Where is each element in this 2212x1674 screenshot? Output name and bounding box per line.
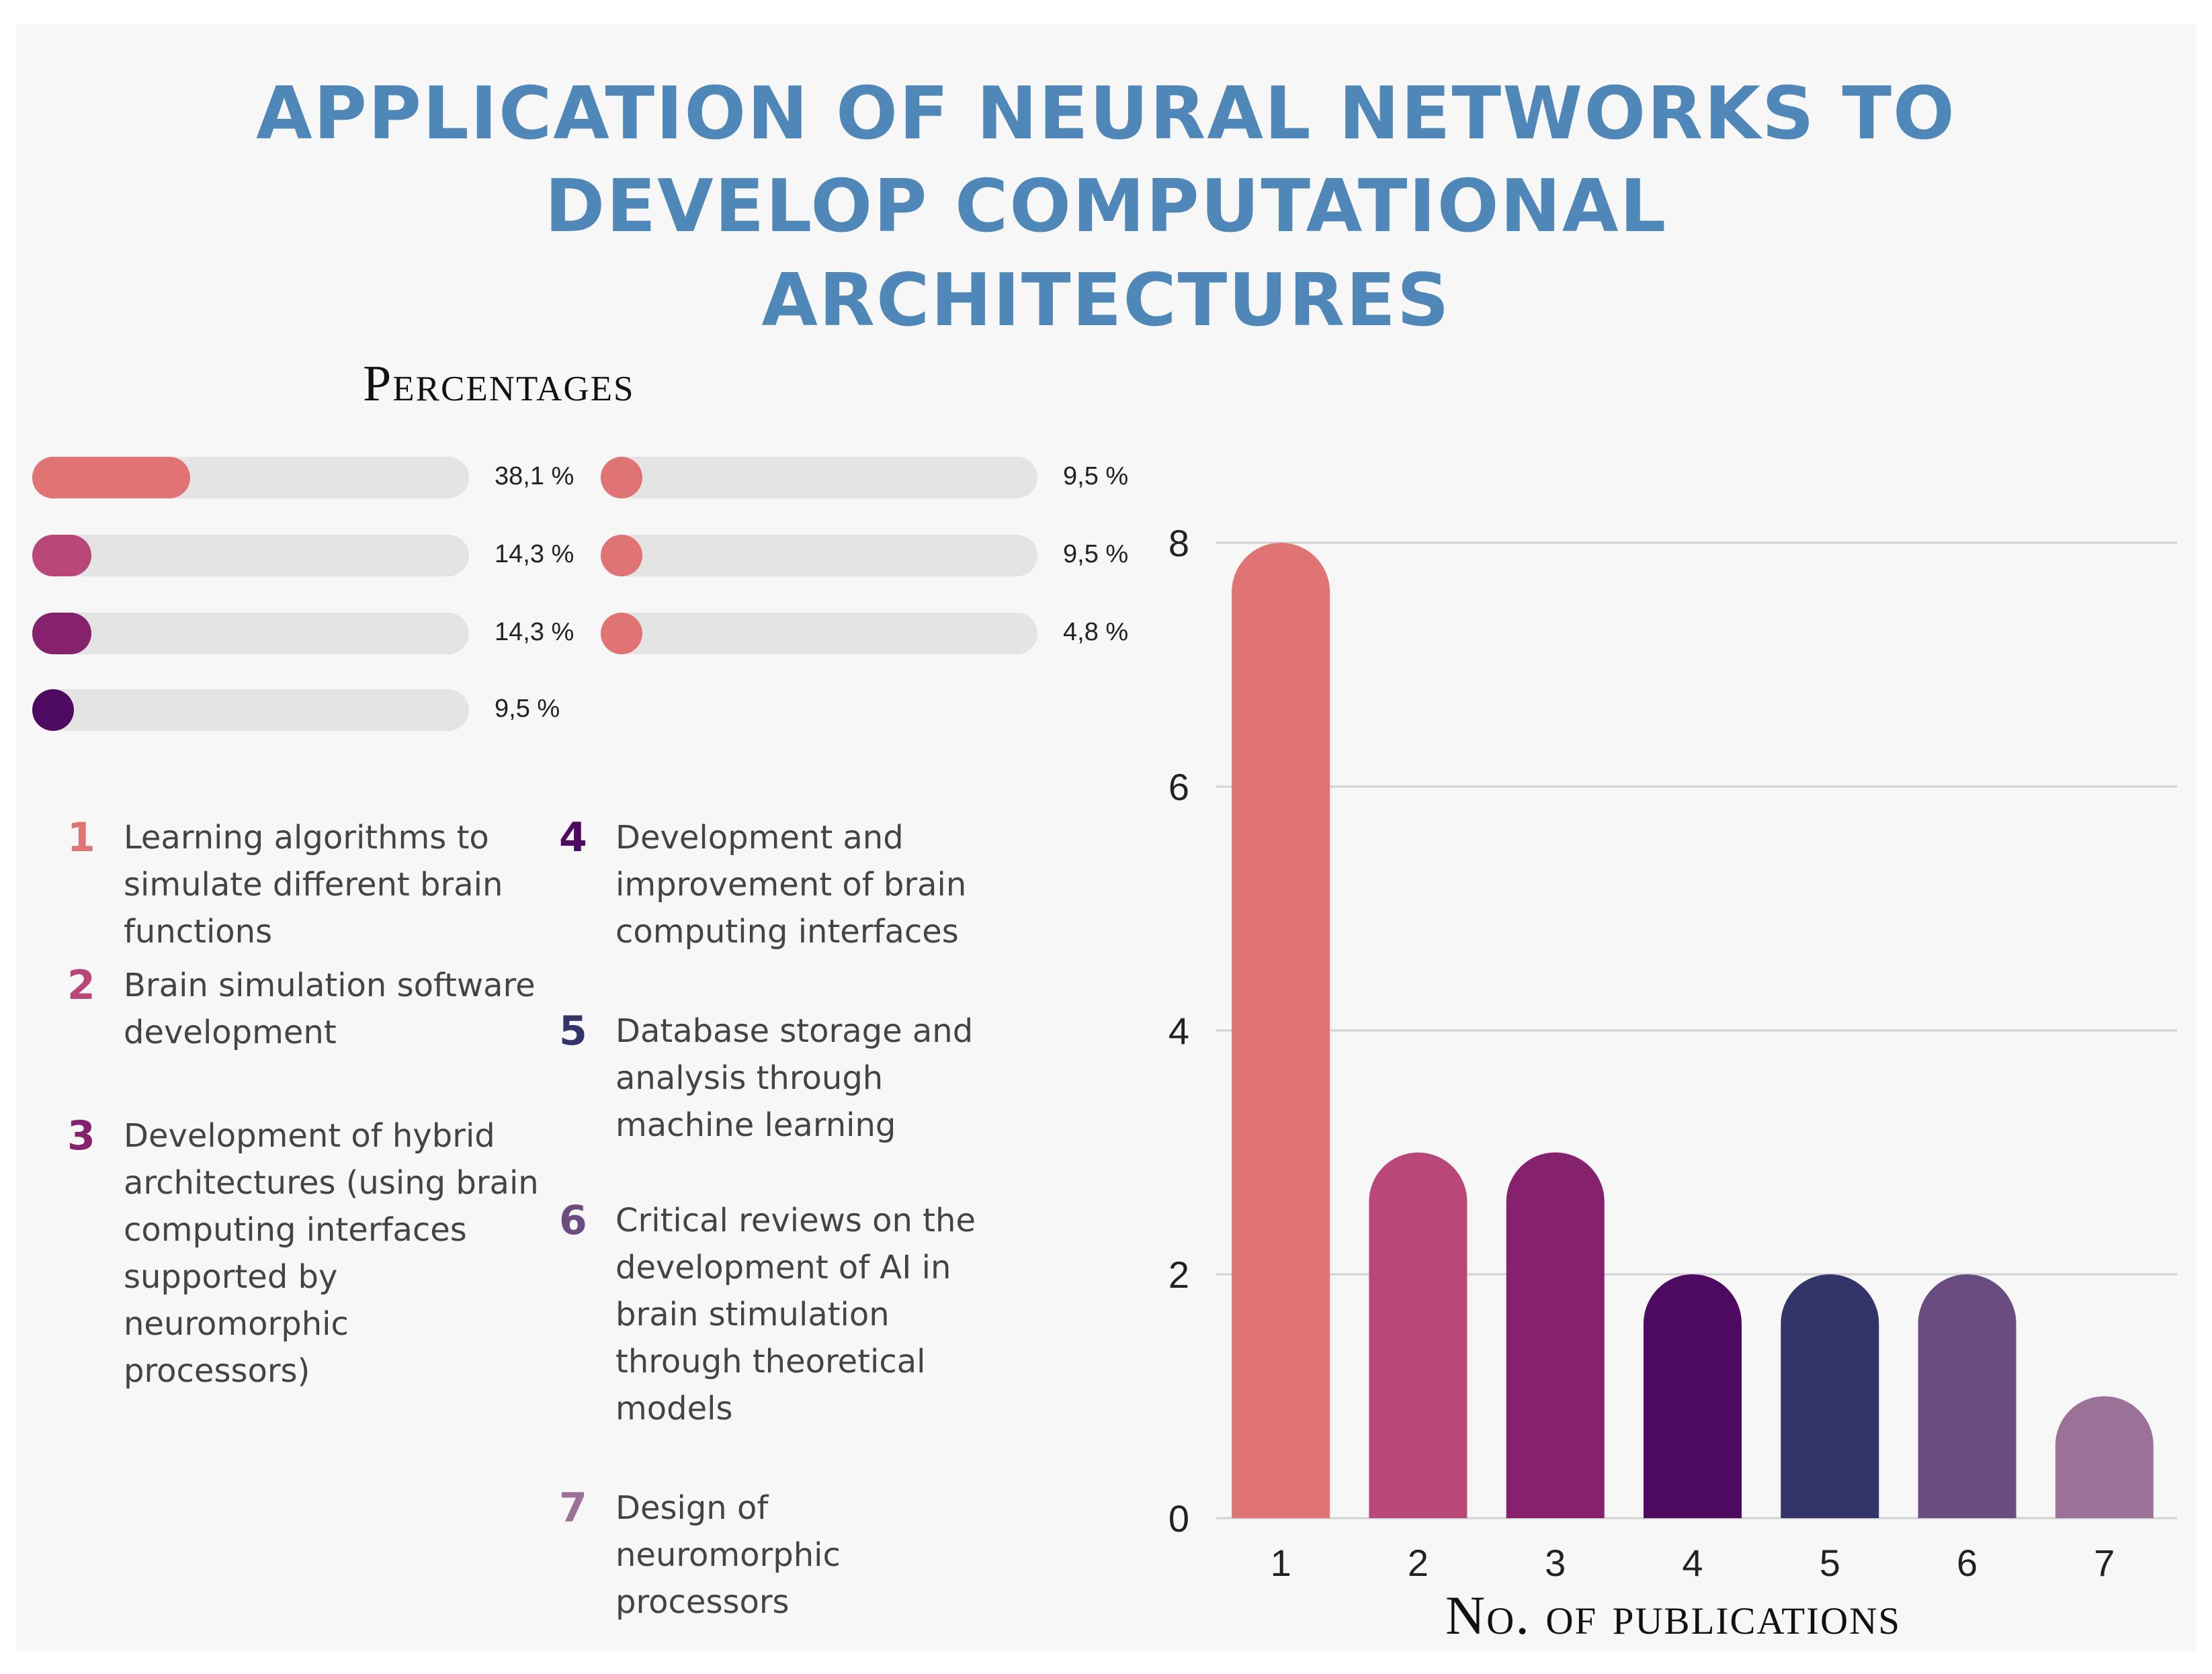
y-tick-label: 8 [1168,522,1189,564]
percentage-bar-fill-1 [32,457,191,498]
x-tick-label: 4 [1682,1542,1703,1584]
x-tick-label: 7 [2094,1542,2115,1584]
legend-item-5: 5 Database storage and analysis through m… [559,1008,992,1149]
percentage-bar-fill-6 [601,535,642,576]
legend-text: Critical reviews on the development of A… [615,1202,976,1427]
legend-text: Learning algorithms to simulate differen… [124,819,503,951]
percentage-label-5: 9,5 % [1063,462,1129,490]
legend-text: Design of neuromorphic processors [615,1489,841,1621]
legend-number: 4 [559,814,587,861]
legend-number: 5 [559,1008,587,1055]
legend-text: Development and improvement of brain com… [615,819,967,951]
x-tick-label: 1 [1271,1542,1291,1584]
legend-number: 3 [67,1112,95,1159]
y-tick-label: 0 [1168,1497,1189,1540]
percentage-bar-fill-7 [601,613,642,654]
title-line-1: APPLICATION OF NEURAL NETWORKS TO [256,72,1956,156]
percentage-label-7: 4,8 % [1063,618,1129,646]
y-tick-label: 6 [1168,766,1189,808]
legend-number: 6 [559,1197,587,1244]
percentage-bar-track-2 [32,535,469,576]
percentage-bar-fill-5 [601,457,642,498]
percentage-label-2: 14,3 % [495,540,575,568]
y-tick-label: 2 [1168,1253,1189,1296]
percentage-bar-fill-4 [32,689,74,731]
x-tick-label: 2 [1408,1542,1429,1584]
legend-number: 2 [67,962,95,1009]
percentage-label-3: 14,3 % [495,618,575,646]
bar-1 [1232,543,1330,1518]
bar-3 [1506,1152,1605,1518]
percentage-label-1: 38,1 % [495,462,575,490]
legend-item-2: 2 Brain simulation software development [67,962,540,1056]
legend-number: 7 [559,1485,587,1532]
title-line-3: ARCHITECTURES [761,259,1451,343]
percentage-bar-track-3 [32,613,469,654]
legend-text: Development of hybrid architectures (usi… [124,1117,539,1390]
percentages-heading: Percentages [363,355,635,412]
x-tick-label: 6 [1957,1542,1977,1584]
y-tick-label: 4 [1168,1010,1189,1052]
bar-4 [1644,1274,1742,1518]
legend-item-1: 1 Learning algorithms to simulate differe… [67,814,540,955]
legend-item-7: 7 Design of neuromorphic processors [559,1485,992,1626]
percentage-bar-track-1 [32,457,469,498]
percentage-bar-track-6 [601,535,1037,576]
legend-text: Database storage and analysis through ma… [615,1012,974,1144]
legend-item-6: 6 Critical reviews on the development of … [559,1197,992,1432]
legend-item-3: 3 Development of hybrid architectures (us… [67,1112,540,1395]
bar-5 [1781,1274,1879,1518]
percentage-bar-track-4 [32,689,469,731]
x-axis-label: No. of publications [1445,1585,1901,1646]
percentage-bar-track-7 [601,613,1037,654]
bar-7 [2055,1396,2154,1518]
percentage-bar-fill-2 [32,535,92,576]
percentage-bar-track-5 [601,457,1037,498]
percentage-bar-fill-3 [32,613,92,654]
x-tick-label: 3 [1545,1542,1566,1584]
legend-item-4: 4 Development and improvement of brain co… [559,814,992,955]
percentage-label-6: 9,5 % [1063,540,1129,568]
x-tick-label: 5 [1820,1542,1840,1584]
bar-6 [1918,1274,2016,1518]
percentage-label-4: 9,5 % [495,695,560,723]
legend-text: Brain simulation software development [124,967,536,1051]
bar-2 [1369,1152,1467,1518]
title-line-2: DEVELOP COMPUTATIONAL [544,165,1668,249]
legend-number: 1 [67,814,95,861]
